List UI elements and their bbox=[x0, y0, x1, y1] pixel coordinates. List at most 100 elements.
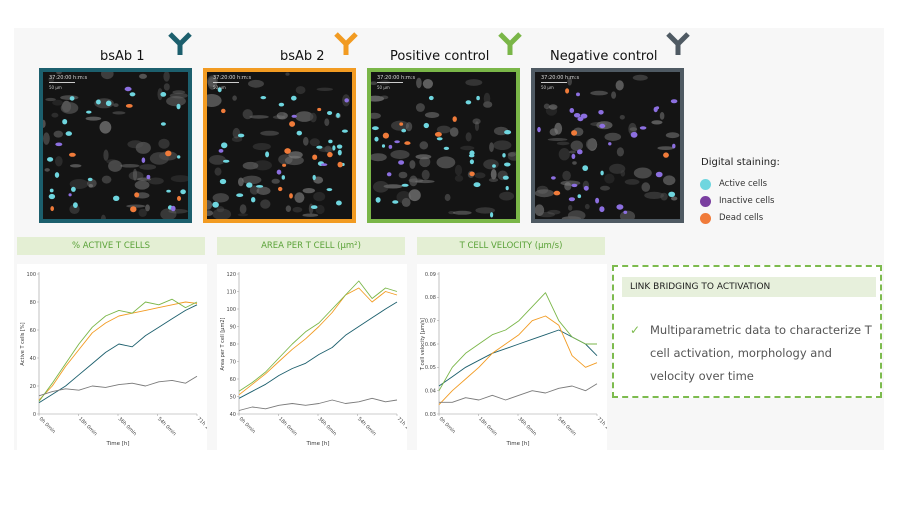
link-box-text: Multiparametric data to characterize T c… bbox=[650, 323, 872, 383]
stained-cell-dot bbox=[672, 143, 676, 149]
cell-body bbox=[419, 141, 429, 150]
cell-body bbox=[572, 161, 577, 165]
stained-cell-dot bbox=[73, 202, 78, 209]
chart-background bbox=[217, 264, 407, 450]
cell-body bbox=[371, 153, 387, 162]
y-tick-label: 80 bbox=[30, 300, 36, 306]
stained-cell-dot bbox=[452, 116, 457, 122]
cell-body bbox=[292, 206, 303, 213]
cell-body bbox=[112, 111, 126, 115]
cell-body bbox=[237, 213, 249, 217]
cell-body bbox=[139, 73, 147, 79]
stained-cell-dot bbox=[337, 149, 342, 156]
stained-cell-dot bbox=[336, 144, 343, 149]
y-axis-label: Area per T cell [µm2] bbox=[220, 317, 226, 370]
stained-cell-dot bbox=[327, 111, 333, 115]
stained-cell-dot bbox=[65, 131, 72, 136]
cell-body bbox=[547, 138, 568, 141]
legend-title: Digital staining: bbox=[701, 157, 780, 168]
stained-cell-dot bbox=[278, 186, 283, 192]
cell-body bbox=[294, 192, 305, 203]
cell-body bbox=[396, 191, 412, 204]
cell-body bbox=[564, 182, 572, 191]
stained-cell-dot bbox=[663, 152, 669, 158]
y-tick-label: 40 bbox=[230, 412, 236, 418]
cell-body bbox=[490, 169, 497, 180]
stained-cell-dot bbox=[160, 92, 167, 97]
cell-body bbox=[567, 77, 572, 86]
legend-label: Active cells bbox=[719, 179, 768, 189]
stained-cell-dot bbox=[473, 182, 481, 188]
cell-body bbox=[44, 168, 50, 172]
y-axis-label: T cell velocity [µm/s] bbox=[420, 318, 426, 371]
cell-image bbox=[535, 72, 680, 219]
stained-cell-dot bbox=[265, 151, 270, 158]
x-axis-label: Time [h] bbox=[106, 441, 130, 447]
stained-cell-dot bbox=[571, 183, 578, 188]
scale-bar bbox=[49, 82, 75, 83]
cell-body bbox=[415, 154, 432, 160]
stained-cell-dot bbox=[166, 189, 171, 193]
stained-cell-dot bbox=[291, 114, 297, 118]
cell-body bbox=[390, 150, 410, 159]
cell-body bbox=[157, 88, 163, 101]
stained-cell-dot bbox=[616, 204, 624, 210]
legend-swatch bbox=[700, 178, 711, 190]
x-axis-label: Time [h] bbox=[306, 441, 330, 447]
stained-cell-dot bbox=[336, 112, 340, 118]
timestamp-label: 37:20:00 h:m:s bbox=[377, 75, 416, 81]
y-tick-label: 100 bbox=[26, 272, 36, 278]
stained-cell-dot bbox=[256, 185, 264, 188]
stained-cell-dot bbox=[443, 146, 450, 150]
y-tick-label: 0.09 bbox=[425, 272, 436, 278]
cell-body bbox=[507, 151, 516, 161]
stained-cell-dot bbox=[341, 129, 348, 133]
y-tick-label: 60 bbox=[230, 377, 236, 383]
stained-cell-dot bbox=[392, 200, 399, 204]
stained-cell-dot bbox=[177, 155, 181, 159]
cell-body bbox=[52, 99, 63, 106]
cell-body bbox=[590, 90, 608, 96]
cell-body bbox=[135, 141, 151, 154]
stained-cell-dot bbox=[282, 163, 287, 167]
scale-label: 50 µm bbox=[541, 85, 554, 90]
antibody-icon bbox=[334, 32, 358, 55]
stained-cell-dot bbox=[48, 193, 56, 200]
scale-bar bbox=[213, 82, 239, 83]
stained-cell-dot bbox=[96, 99, 101, 105]
stained-cell-dot bbox=[502, 153, 506, 158]
stained-cell-dot bbox=[281, 175, 285, 180]
cell-body bbox=[657, 146, 674, 150]
cell-body bbox=[535, 189, 554, 198]
cell-body bbox=[101, 72, 114, 80]
stained-cell-dot bbox=[401, 128, 407, 133]
stained-cell-dot bbox=[668, 191, 676, 197]
cell-body bbox=[295, 111, 314, 122]
cell-body bbox=[651, 120, 663, 125]
stained-cell-dot bbox=[653, 106, 658, 113]
legend-label: Inactive cells bbox=[719, 196, 775, 206]
cell-body bbox=[405, 122, 413, 132]
cell-body bbox=[43, 132, 50, 145]
cell-body bbox=[128, 171, 144, 181]
cell-body bbox=[101, 175, 112, 184]
cell-body bbox=[87, 179, 97, 188]
y-tick-label: 0.05 bbox=[425, 365, 436, 371]
stained-cell-dot bbox=[71, 186, 76, 192]
cell-body bbox=[324, 118, 330, 126]
stained-cell-dot bbox=[296, 130, 302, 136]
stained-cell-dot bbox=[577, 194, 582, 199]
y-tick-label: 0.07 bbox=[425, 318, 436, 324]
cell-body bbox=[507, 152, 516, 157]
stained-cell-dot bbox=[404, 141, 411, 145]
stained-cell-dot bbox=[465, 100, 472, 105]
cell-body bbox=[60, 95, 79, 100]
legend-item-dead: Dead cells bbox=[700, 211, 763, 225]
cell-body bbox=[85, 116, 102, 121]
stained-cell-dot bbox=[386, 172, 392, 177]
cell-body bbox=[139, 164, 157, 170]
stained-cell-dot bbox=[423, 122, 429, 129]
cell-body bbox=[106, 159, 118, 164]
cell-body bbox=[242, 175, 262, 185]
